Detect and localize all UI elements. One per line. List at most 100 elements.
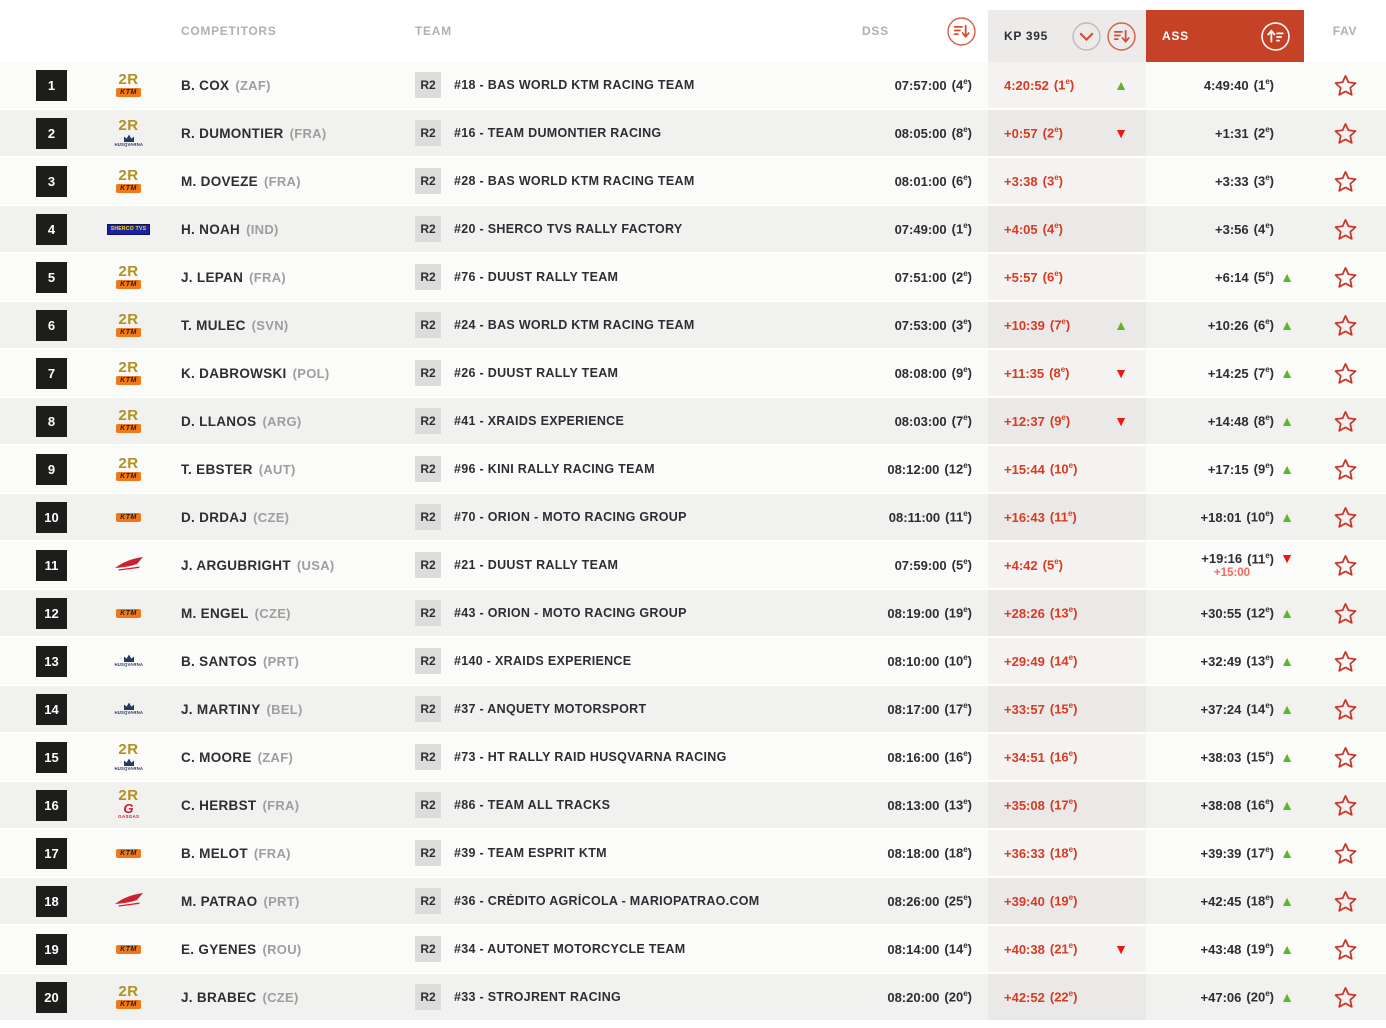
class-badge: R2	[415, 696, 441, 722]
favorite-cell	[1304, 62, 1386, 108]
table-row[interactable]: 9 2R KTM T. EBSTER (AUT) R2 #96 - KINI RA…	[0, 446, 1386, 494]
table-row[interactable]: 13 HUSQVARNA B. SANTOS (PRT) R2 #140 - X…	[0, 638, 1386, 686]
favorite-star-icon[interactable]	[1333, 121, 1358, 146]
kp395-time: +33:57	[1004, 701, 1045, 717]
brand-logo-cell: KTM	[76, 926, 181, 972]
favorite-star-icon[interactable]	[1333, 601, 1358, 626]
sort-descending-icon[interactable]	[947, 16, 976, 46]
competitor-country: (BEL)	[266, 701, 303, 717]
position-cell: 2	[0, 110, 76, 156]
table-row[interactable]: 19 KTM E. GYENES (ROU) R2 #34 - AUTONET …	[0, 926, 1386, 974]
dss-time: 07:57:00	[894, 77, 947, 93]
favorite-star-icon[interactable]	[1333, 409, 1358, 434]
dss-rank: (4e)	[951, 77, 972, 93]
team-name: #20 - SHERCO TVS RALLY FACTORY	[454, 222, 683, 236]
favorite-star-icon[interactable]	[1333, 889, 1358, 914]
table-row[interactable]: 12 KTM M. ENGEL (CZE) R2 #43 - ORION - M…	[0, 590, 1386, 638]
favorite-cell	[1304, 350, 1386, 396]
favorite-star-icon[interactable]	[1333, 73, 1358, 98]
table-row[interactable]: 6 2R KTM T. MULEC (SVN) R2 #24 - BAS WORL…	[0, 302, 1386, 350]
ass-rank: (18e)	[1246, 893, 1274, 909]
competitor-cell: D. LLANOS (ARG)	[181, 398, 415, 444]
table-row[interactable]: 16 2R G GASGAS C. HERBST (FRA) R2 #86 - TE…	[0, 782, 1386, 830]
husqvarna-logo: HUSQVARNA	[112, 134, 146, 148]
favorite-star-icon[interactable]	[1333, 793, 1358, 818]
ass-time-cell: +1:31 (2e)	[1146, 110, 1304, 156]
kp395-time-cell: +15:44 (10e)	[988, 446, 1146, 492]
competitor-cell: B. MELOT (FRA)	[181, 830, 415, 876]
competitor-cell: T. MULEC (SVN)	[181, 302, 415, 348]
team-cell: R2 #37 - ANQUETY MOTORSPORT	[415, 686, 838, 732]
kp395-time-cell: +4:42 (5e)	[988, 542, 1146, 588]
table-row[interactable]: 1 2R KTM B. COX (ZAF) R2 #18 - BAS WORLD …	[0, 62, 1386, 110]
ass-time-cell: +14:25 (7e) ▲	[1146, 350, 1304, 396]
favorite-star-icon[interactable]	[1333, 217, 1358, 242]
ass-time-cell: +32:49 (13e) ▲	[1146, 638, 1304, 684]
rally2-class-logo: 2R	[118, 740, 139, 758]
competitor-name: C. MOORE	[181, 749, 252, 765]
dss-rank: (25e)	[944, 893, 972, 909]
ass-time: +1:31	[1215, 125, 1249, 141]
dss-time: 08:05:00	[894, 125, 947, 141]
table-row[interactable]: 18 M. PATRAO (PRT) R2 #36 - CRÉDITO AGRÍ…	[0, 878, 1386, 926]
team-cell: R2 #33 - STROJRENT RACING	[415, 974, 838, 1020]
dss-time-cell: 08:11:00 (11e)	[838, 494, 988, 540]
table-row[interactable]: 11 J. ARGUBRIGHT (USA) R2 #21 - DUUST RA…	[0, 542, 1386, 590]
table-row[interactable]: 8 2R KTM D. LLANOS (ARG) R2 #41 - XRAIDS …	[0, 398, 1386, 446]
chevron-down-icon[interactable]	[1072, 21, 1101, 51]
table-row[interactable]: 7 2R KTM K. DABROWSKI (POL) R2 #26 - DUUS…	[0, 350, 1386, 398]
table-row[interactable]: 15 2R HUSQVARNA C. MOORE (ZAF) R2 #73 - H…	[0, 734, 1386, 782]
sherco-tvs-logo: SHERCO TVS	[106, 223, 151, 235]
table-row[interactable]: 5 2R KTM J. LEPAN (FRA) R2 #76 - DUUST RA…	[0, 254, 1386, 302]
class-badge: R2	[415, 264, 441, 290]
table-row[interactable]: 14 HUSQVARNA J. MARTINY (BEL) R2 #37 - A…	[0, 686, 1386, 734]
favorite-star-icon[interactable]	[1333, 313, 1358, 338]
position-badge: 17	[36, 837, 67, 869]
favorite-cell	[1304, 398, 1386, 444]
kp395-time: +39:40	[1004, 893, 1045, 909]
favorite-star-icon[interactable]	[1333, 361, 1358, 386]
favorite-star-icon[interactable]	[1333, 697, 1358, 722]
favorite-star-icon[interactable]	[1333, 553, 1358, 578]
table-row[interactable]: 17 KTM B. MELOT (FRA) R2 #39 - TEAM ESPR…	[0, 830, 1386, 878]
position-badge: 11	[36, 549, 67, 581]
table-row[interactable]: 4 SHERCO TVS H. NOAH (IND) R2 #20 - SHER…	[0, 206, 1386, 254]
position-badge: 14	[36, 693, 67, 725]
favorite-star-icon[interactable]	[1333, 649, 1358, 674]
team-name: #34 - AUTONET MOTORCYCLE TEAM	[454, 942, 686, 956]
class-badge: R2	[415, 456, 441, 482]
sort-descending-icon[interactable]	[1107, 21, 1136, 51]
sort-ascending-icon[interactable]	[1261, 21, 1290, 51]
table-row[interactable]: 20 2R KTM J. BRABEC (CZE) R2 #33 - STROJR…	[0, 974, 1386, 1022]
class-badge: R2	[415, 360, 441, 386]
favorite-star-icon[interactable]	[1333, 745, 1358, 770]
dss-time: 08:03:00	[894, 413, 947, 429]
dss-time-cell: 08:13:00 (13e)	[838, 782, 988, 828]
competitor-name: T. EBSTER	[181, 461, 253, 477]
favorite-star-icon[interactable]	[1333, 985, 1358, 1010]
table-row[interactable]: 3 2R KTM M. DOVEZE (FRA) R2 #28 - BAS WOR…	[0, 158, 1386, 206]
rally2-class-logo: 2R	[118, 359, 139, 376]
favorite-star-icon[interactable]	[1333, 505, 1358, 530]
rally2-class-logo: 2R	[118, 71, 139, 88]
favorite-cell	[1304, 878, 1386, 924]
table-row[interactable]: 10 KTM D. DRDAJ (CZE) R2 #70 - ORION - M…	[0, 494, 1386, 542]
team-cell: R2 #16 - TEAM DUMONTIER RACING	[415, 110, 838, 156]
dss-time-cell: 08:05:00 (8e)	[838, 110, 988, 156]
brand-logo-cell: KTM	[76, 494, 181, 540]
favorite-star-icon[interactable]	[1333, 457, 1358, 482]
table-header: COMPETITORS TEAM DSS KP 395	[0, 0, 1386, 62]
brand-logo-cell	[76, 878, 181, 924]
kp395-rank: (14e)	[1049, 653, 1078, 669]
table-row[interactable]: 2 2R HUSQVARNA R. DUMONTIER (FRA) R2 #16 …	[0, 110, 1386, 158]
favorite-star-icon[interactable]	[1333, 937, 1358, 962]
position-badge: 1	[36, 69, 67, 101]
dss-time-cell: 08:03:00 (7e)	[838, 398, 988, 444]
favorite-star-icon[interactable]	[1333, 841, 1358, 866]
ass-trend-icon: ▲	[1280, 364, 1294, 381]
competitor-country: (POL)	[292, 365, 330, 381]
favorite-star-icon[interactable]	[1333, 169, 1358, 194]
kp395-time-cell: +36:33 (18e)	[988, 830, 1146, 876]
favorite-star-icon[interactable]	[1333, 265, 1358, 290]
competitor-country: (FRA)	[262, 797, 300, 813]
